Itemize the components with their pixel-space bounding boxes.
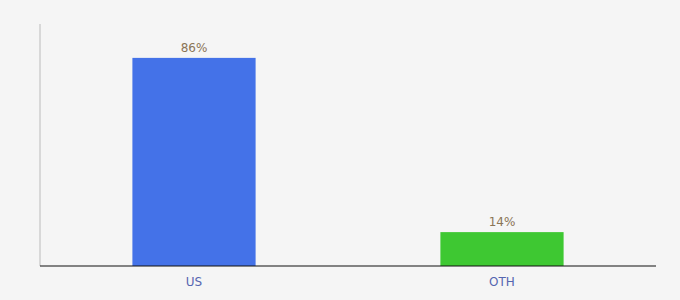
chart-svg: 86% 14% US OTH [0,0,680,300]
bar [132,58,255,266]
y-axis-line [40,24,41,266]
bar [440,232,563,266]
x-tick-label: US [186,275,202,289]
chart-container: 86% 14% US OTH [0,0,680,300]
bars [132,58,563,266]
data-label: 86% [181,41,208,55]
page: {"chart_data": {"type": "bar", "categori… [0,0,680,300]
x-tick-label: OTH [489,275,515,289]
x-axis-line [40,265,656,266]
data-label: 14% [489,215,516,229]
